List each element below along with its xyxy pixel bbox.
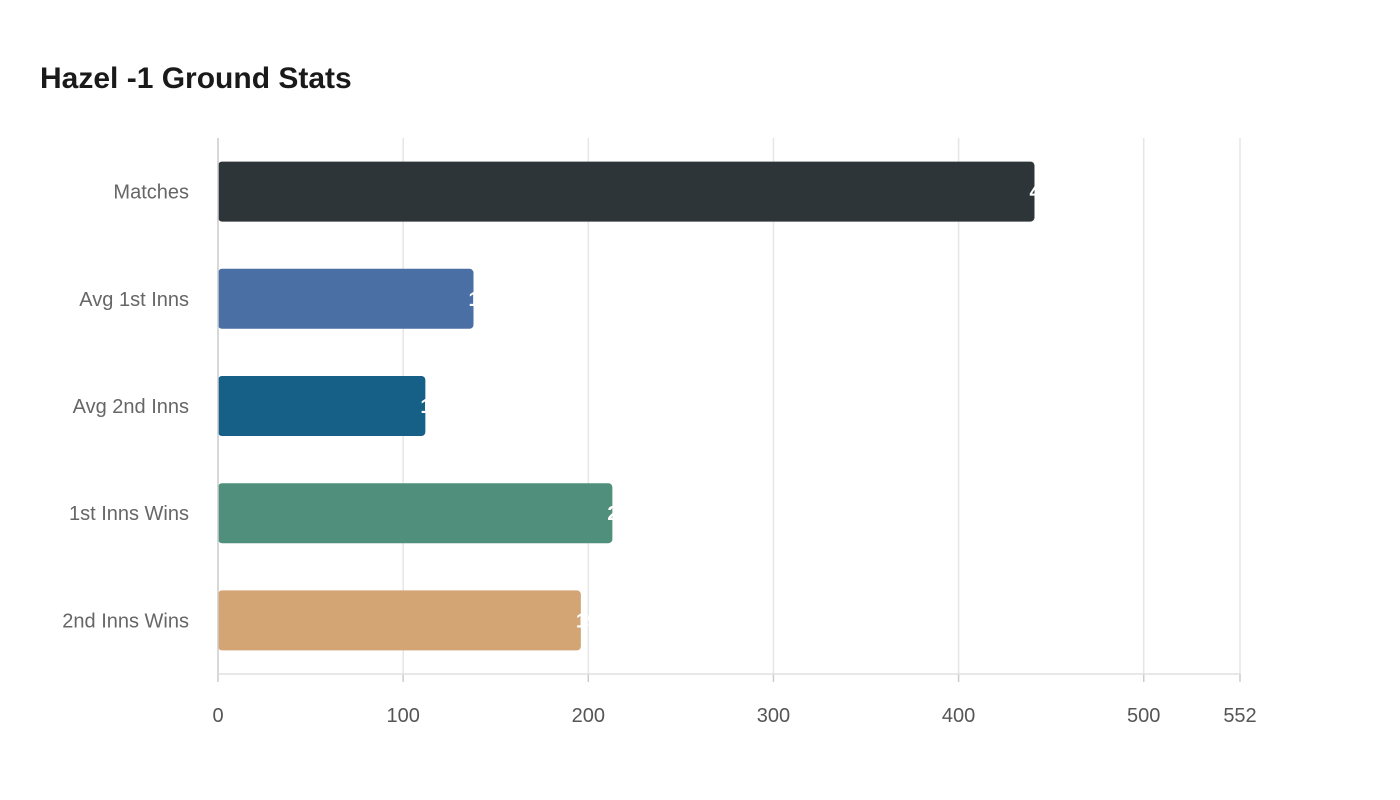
category-label: Matches [113, 182, 189, 204]
bar-value-label: 138 [469, 289, 502, 311]
bar-layer [218, 161, 1035, 651]
category-label: Avg 2nd Inns [73, 396, 189, 418]
axis-layer: 0 100 200 300 400 500 552 [212, 138, 1257, 727]
category-label: 2nd Inns Wins [62, 610, 189, 632]
bar-2 [218, 376, 426, 436]
category-label: Avg 1st Inns [79, 289, 189, 311]
chart-title: Hazel -1 Ground Stats [40, 62, 352, 95]
x-tick-label: 500 [1127, 705, 1160, 727]
x-tick-label: 0 [212, 705, 223, 727]
x-tick-label: 100 [386, 705, 419, 727]
bar-value-label: 441 [1029, 182, 1062, 204]
x-tick-label: 552 [1223, 705, 1256, 727]
grid-layer [402, 138, 1241, 674]
bar-value-label: 112 [420, 396, 452, 418]
category-label: 1st Inns Wins [69, 503, 189, 525]
x-tick-label: 400 [942, 705, 975, 727]
bar-0 [218, 161, 1035, 222]
bar-4 [218, 590, 581, 651]
bar-value-label: 213 [607, 503, 640, 525]
x-tick-label: 300 [757, 705, 790, 727]
bar-3 [218, 483, 613, 544]
x-tick-label: 200 [572, 705, 605, 727]
bar-value-label: 196 [576, 610, 609, 632]
bar-1 [218, 268, 474, 329]
label-layer: Matches 441 Avg 1st Inns 138 Avg 2nd Inns 112… [62, 182, 1063, 633]
